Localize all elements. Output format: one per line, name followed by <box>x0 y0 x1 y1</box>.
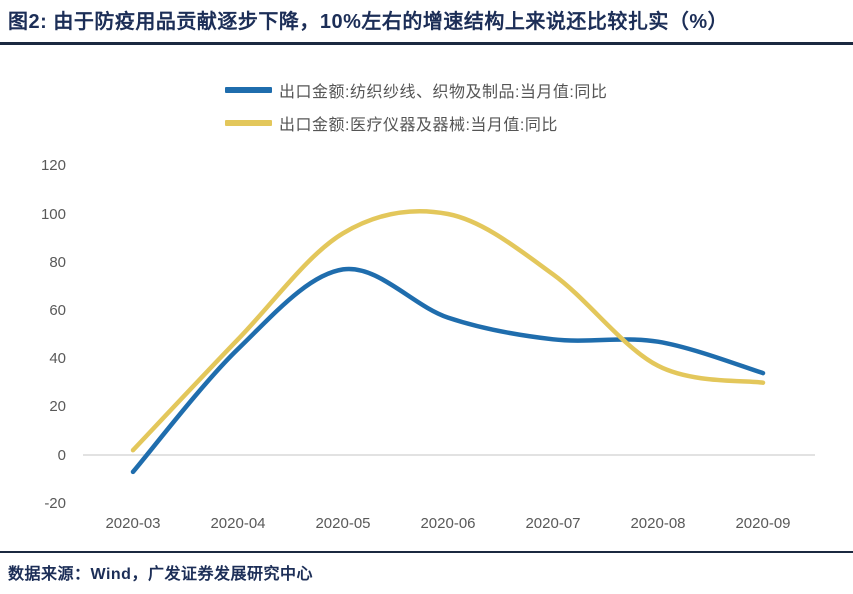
title-divider <box>0 42 853 45</box>
x-tick-label: 2020-08 <box>630 515 686 532</box>
legend-label-textile: 出口金额:纺织纱线、织物及制品:当月值:同比 <box>279 84 608 101</box>
legend-item-medical: 出口金额:医疗仪器及器械:当月值:同比 <box>225 113 607 134</box>
y-tick-label: 40 <box>49 350 66 368</box>
legend-swatch-textile <box>225 87 272 93</box>
data-source: 数据来源：Wind，广发证券发展研究中心 <box>8 566 313 583</box>
series-line-medical <box>130 208 766 453</box>
x-tick-label: 2020-06 <box>420 515 476 532</box>
legend-swatch-medical <box>225 120 272 126</box>
figure-title: 图2: 由于防疫用品贡献逐步下降，10%左右的增速结构上来说还比较扎实（%） <box>8 11 729 33</box>
x-tick-label: 2020-04 <box>210 515 266 532</box>
y-tick-label: 0 <box>57 446 66 464</box>
footer-divider <box>0 551 853 553</box>
x-tick-label: 2020-05 <box>315 515 371 532</box>
y-tick-label: 100 <box>40 205 66 223</box>
y-tick-label: 60 <box>49 301 66 319</box>
legend-item-textile: 出口金额:纺织纱线、织物及制品:当月值:同比 <box>225 80 608 101</box>
series-line-textile <box>130 266 766 475</box>
y-tick-label: 20 <box>49 398 66 416</box>
x-tick-label: 2020-09 <box>735 515 791 532</box>
y-tick-label: 80 <box>49 253 66 271</box>
y-tick-label: 120 <box>40 157 66 175</box>
legend-label-medical: 出口金额:医疗仪器及器械:当月值:同比 <box>279 117 558 134</box>
y-tick-label: -20 <box>44 494 66 512</box>
x-tick-label: 2020-03 <box>105 515 161 532</box>
chart-legend: 出口金额:纺织纱线、织物及制品:当月值:同比 出口金额:医疗仪器及器械:当月值:… <box>225 80 607 146</box>
x-tick-label: 2020-07 <box>525 515 581 532</box>
